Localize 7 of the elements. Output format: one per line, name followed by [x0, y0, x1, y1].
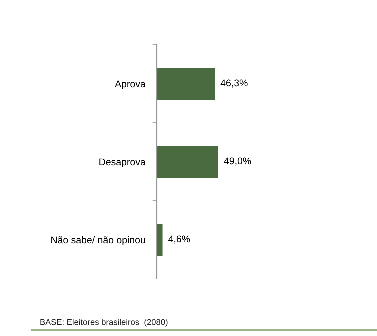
- y-tick-label: Aprova: [115, 80, 146, 90]
- y-tick-label: Não sabe/ não opinou: [52, 236, 146, 246]
- text: BASE: Eleitores brasileiros (2080): [40, 319, 168, 327]
- data-label: 49,0%: [224, 158, 252, 166]
- y-tick-label: Desaprova: [100, 158, 146, 168]
- data-label: 4,6%: [168, 236, 190, 244]
- data-label: 46,3%: [220, 80, 248, 88]
